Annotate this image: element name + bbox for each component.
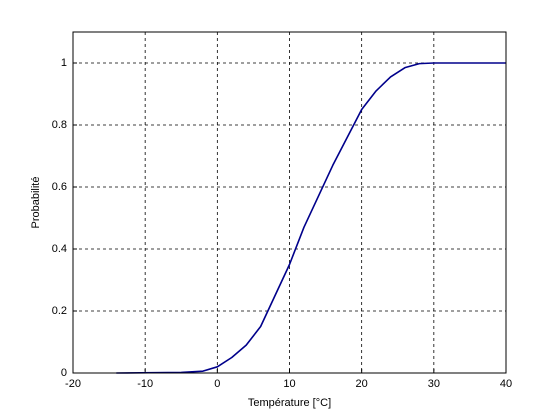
x-tick-label: 20 xyxy=(356,378,368,390)
x-tick-label: 30 xyxy=(428,378,440,390)
y-tick-label: 1 xyxy=(61,57,67,69)
x-tick-label: 10 xyxy=(283,378,295,390)
x-tick-label: 40 xyxy=(500,378,512,390)
y-tick-label: 0.2 xyxy=(52,305,67,317)
x-tick-label: -10 xyxy=(137,378,153,390)
x-tick-label: 0 xyxy=(214,378,220,390)
y-tick-label: 0.6 xyxy=(52,181,67,193)
x-axis-label: Température [°C] xyxy=(248,397,331,409)
data-line xyxy=(116,62,506,374)
plot-frame xyxy=(72,31,507,374)
y-axis-label: Probabilité xyxy=(30,177,42,229)
y-tick-label: 0 xyxy=(61,367,67,379)
y-tick-label: 0.4 xyxy=(52,243,67,255)
x-tick-label: -20 xyxy=(65,378,81,390)
y-tick-label: 0.8 xyxy=(52,119,67,131)
